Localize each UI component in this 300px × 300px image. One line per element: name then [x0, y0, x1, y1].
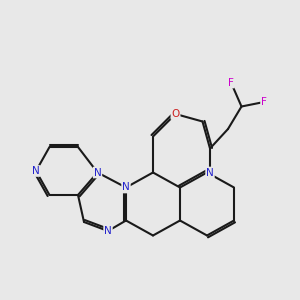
Text: N: N: [104, 226, 112, 236]
Text: O: O: [171, 109, 180, 119]
Text: N: N: [206, 167, 214, 178]
Text: F: F: [261, 97, 267, 107]
Text: N: N: [32, 166, 40, 176]
Text: N: N: [122, 182, 130, 193]
Text: N: N: [94, 167, 101, 178]
Text: F: F: [228, 77, 234, 88]
